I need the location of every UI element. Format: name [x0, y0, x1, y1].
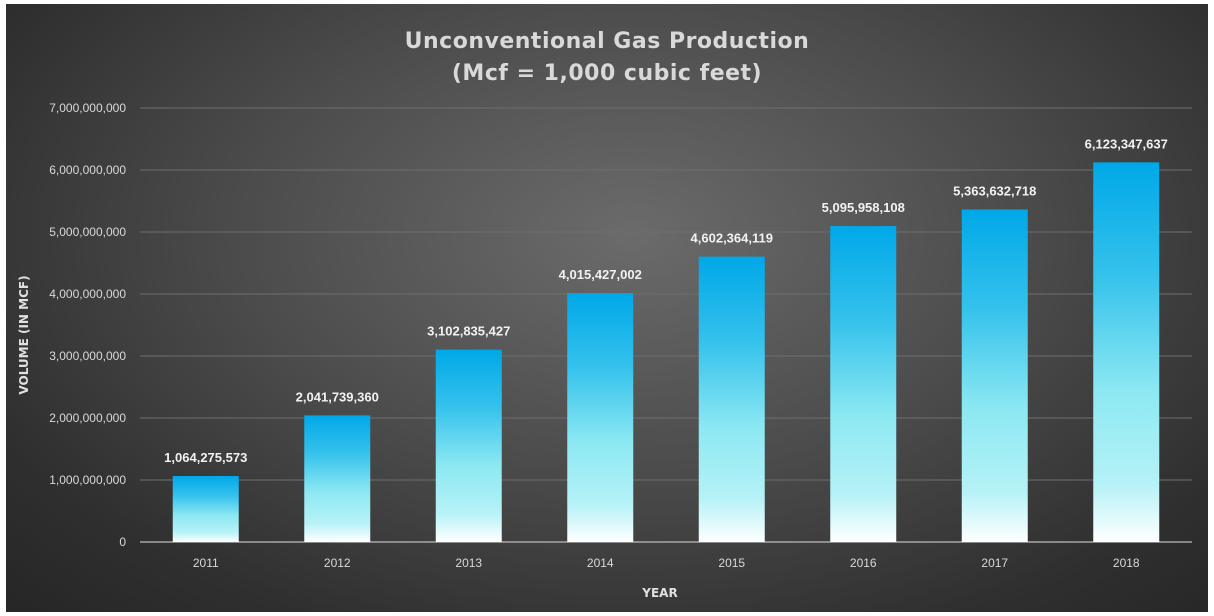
chart-title-line1: Unconventional Gas Production: [404, 29, 810, 54]
y-tick-label: 7,000,000,000: [49, 101, 126, 115]
y-tick-label: 2,000,000,000: [49, 411, 126, 425]
data-label: 4,602,364,119: [691, 231, 773, 246]
y-tick-label: 4,000,000,000: [49, 287, 126, 301]
x-axis: 2011 2012 2013 2014 2015 2016 2017 2018: [193, 556, 1140, 570]
bar-2018: [1093, 162, 1160, 542]
data-label: 6,123,347,637: [1085, 136, 1168, 151]
data-labels: 1,064,275,573 2,041,739,360 3,102,835,427 4…: [164, 136, 1168, 465]
y-tick-label: 1,000,000,000: [49, 473, 126, 487]
y-tick-label: 5,000,000,000: [49, 225, 126, 239]
x-tick-label: 2013: [455, 556, 482, 570]
bar-2014: [567, 293, 634, 542]
bars: [172, 162, 1160, 542]
x-tick-label: 2011: [193, 556, 219, 570]
bar-2013: [435, 349, 502, 542]
data-label: 2,041,739,360: [296, 389, 379, 404]
gridlines: [140, 107, 1192, 543]
data-label: 4,015,427,002: [559, 267, 642, 282]
bar-2011: [172, 476, 239, 542]
bar-2012: [304, 415, 371, 542]
bar-2015: [698, 256, 765, 542]
data-label: 5,095,958,108: [822, 200, 905, 215]
data-label: 3,102,835,427: [427, 324, 510, 339]
x-tick-label: 2012: [324, 556, 351, 570]
bar-2016: [830, 226, 897, 542]
x-tick-label: 2016: [850, 556, 877, 570]
y-tick-label: 0: [119, 535, 126, 549]
x-axis-label: YEAR: [641, 586, 677, 600]
y-tick-label: 6,000,000,000: [49, 163, 126, 177]
y-axis-label: VOLUME (IN MCF): [17, 275, 31, 394]
chart-title: Unconventional Gas Production (Mcf = 1,0…: [0, 26, 1214, 90]
x-tick-label: 2014: [587, 556, 614, 570]
bar-2017: [961, 209, 1028, 542]
x-tick-label: 2018: [1113, 556, 1140, 570]
x-tick-label: 2015: [718, 556, 745, 570]
y-axis: 0 1,000,000,000 2,000,000,000 3,000,000,000…: [49, 101, 126, 549]
data-label: 5,363,632,718: [953, 183, 1036, 198]
data-label: 1,064,275,573: [164, 450, 247, 465]
x-tick-label: 2017: [981, 556, 1008, 570]
chart-subtitle: (Mcf = 1,000 cubic feet): [451, 61, 763, 86]
y-tick-label: 3,000,000,000: [49, 349, 126, 363]
